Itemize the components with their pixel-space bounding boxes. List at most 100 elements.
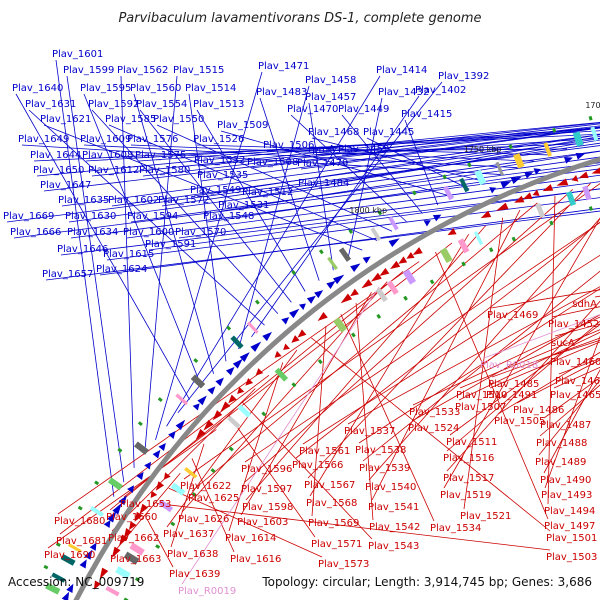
forward-gene-arrow — [152, 449, 161, 459]
reverse-gene-arrow — [123, 528, 133, 539]
reverse-gene-label: Plav_1521 — [460, 511, 511, 522]
reverse-gene-arrow — [542, 184, 554, 192]
forward-gene-label: Plav_1640 — [12, 83, 63, 94]
callout-line — [238, 85, 310, 350]
reverse-gene-arrow — [274, 350, 282, 358]
reverse-gene-label: Plav_1541 — [368, 502, 419, 513]
reverse-gene-arrow — [523, 192, 533, 199]
reverse-gene-arrow — [150, 490, 158, 498]
reverse-gene-label: Plav_1603 — [237, 517, 288, 528]
forward-gene-label: Plav_1570 — [175, 227, 226, 238]
kbp-ticks: 1500 kbp1550 kbp1600 kbp1650 kbp1700 kbp… — [349, 101, 600, 215]
callout-line — [157, 503, 551, 551]
reverse-gene-label: Plav_1510 — [456, 390, 507, 401]
callout-line — [91, 122, 600, 177]
callout-line — [45, 210, 600, 281]
forward-gene-label: Plav_1402 — [415, 85, 466, 96]
callout-line — [449, 323, 600, 436]
forward-gene-label: Plav_1514 — [185, 83, 236, 94]
forward-gene-label: Plav_1635 — [58, 195, 109, 206]
reverse-gene-arrow — [99, 567, 109, 580]
forward-gene-label: Plav_1484 — [298, 178, 349, 189]
forward-cog-block — [190, 374, 206, 389]
reverse-gene-label: Plav_1681 — [56, 536, 107, 547]
forward-gene-label: Plav_1414 — [376, 65, 427, 76]
forward-gene-arrow — [239, 352, 250, 362]
reverse-cog-block — [274, 367, 289, 382]
forward-gene-arrow — [175, 419, 186, 431]
forward-gene-arrow — [192, 403, 200, 411]
callout-line — [446, 300, 600, 472]
reverse-gene-arrow — [317, 311, 328, 322]
reverse-gene-label: Plav_1568 — [306, 498, 357, 509]
reverse-gene-arrow — [283, 343, 290, 351]
reverse-gene-arrow — [390, 260, 401, 270]
reverse-cog-block — [237, 404, 252, 418]
reverse-gene-label: Plav_1460 — [550, 357, 600, 368]
reverse-gene-arrow — [237, 386, 245, 395]
callout-line — [60, 188, 600, 256]
reverse-gene-arrow — [118, 534, 128, 547]
callout-line — [43, 125, 600, 192]
callout-line — [295, 221, 600, 459]
inner-marker — [429, 279, 435, 285]
reverse-gene-label: Plav_1540 — [365, 482, 416, 493]
forward-gene-label: Plav_1392 — [438, 71, 489, 82]
reverse-cog-block — [375, 287, 388, 303]
callout-line — [411, 314, 600, 422]
callout-line — [302, 254, 600, 445]
callout-line — [547, 195, 556, 505]
reverse-gene-label: Plav_1539 — [359, 463, 410, 474]
forward-gene-arrow — [489, 187, 497, 194]
callout-line — [181, 286, 380, 585]
callout-line — [55, 59, 115, 497]
forward-cog-block — [175, 393, 189, 406]
callout-line — [240, 292, 372, 516]
forward-cog-block — [590, 126, 599, 142]
reverse-gene-arrow — [496, 202, 509, 211]
reverse-gene-label: Plav_1622 — [180, 481, 231, 492]
callout-line — [307, 183, 591, 479]
callout-line — [146, 518, 174, 568]
reverse-gene-label: Plav_1524 — [408, 423, 459, 434]
inner-marker — [291, 382, 297, 388]
forward-gene-label: Plav_1576 — [127, 134, 178, 145]
outer-marker — [588, 115, 593, 121]
callout-line — [130, 156, 600, 223]
forward-cog-block — [459, 177, 470, 193]
forward-gene-label: Plav_1468 — [308, 127, 359, 138]
forward-gene-label: Plav_1471 — [258, 61, 309, 72]
callout-line — [412, 316, 600, 406]
outer-marker — [43, 564, 49, 570]
reverse-cog-block — [386, 280, 399, 295]
forward-gene-arrow — [215, 377, 224, 387]
callout-line — [371, 209, 521, 501]
forward-cog-block — [60, 554, 76, 566]
forward-gene-label: Plav_1554 — [136, 99, 187, 110]
reverse-gene-arrow — [514, 195, 525, 203]
forward-gene-label: Plav_1600 — [123, 227, 174, 238]
callout-line — [221, 150, 600, 212]
forward-cog-block — [246, 321, 259, 334]
reverse-gene-label: Plav_1517 — [443, 473, 494, 484]
forward-gene-label: Plav_1666 — [10, 227, 61, 238]
callout-line — [311, 137, 486, 183]
inner-marker — [228, 446, 234, 452]
reverse-gene-arrow — [245, 377, 254, 386]
reverse-cog-block — [473, 231, 484, 246]
inner-marker — [210, 468, 216, 474]
inner-marker — [155, 544, 161, 549]
forward-cog-block — [230, 335, 244, 349]
reverse-gene-arrow — [93, 580, 102, 590]
reverse-gene-label: Plav_1614 — [225, 533, 276, 544]
reverse-cog-block — [439, 247, 453, 263]
forward-gene-label: Plav_1609 — [80, 134, 131, 145]
reverse-gene-label: Plav_1573 — [318, 559, 369, 570]
reverse-gene-arrow — [203, 419, 214, 431]
reverse-gene-label: Plav_1569 — [308, 518, 359, 529]
reverse-gene-label: Plav_1501 — [546, 533, 597, 544]
reverse-gene-label: Plav_1542 — [369, 522, 420, 533]
reverse-gene-arrow — [406, 251, 415, 259]
outer-marker — [318, 249, 324, 255]
